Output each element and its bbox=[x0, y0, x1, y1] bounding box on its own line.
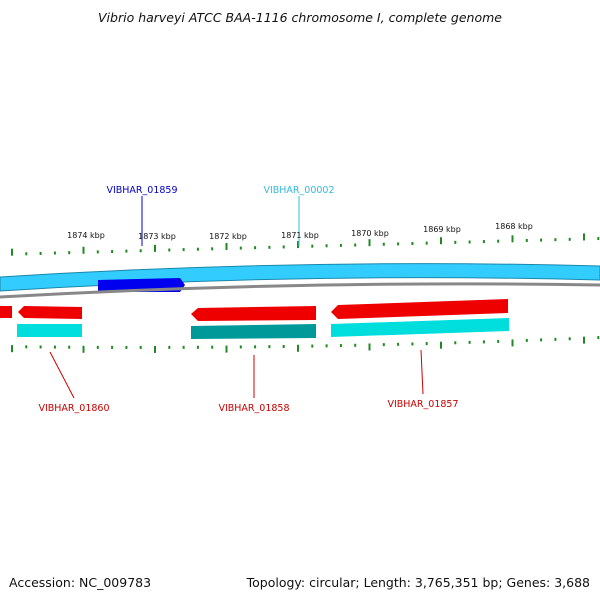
ruler-label: 1872 kbp bbox=[209, 232, 247, 241]
gene-labels: VIBHAR_01859 VIBHAR_00002 VIBHAR_01860 VIBH… bbox=[38, 185, 458, 414]
map-title: Vibrio harveyi ATCC BAA-1116 chromosome … bbox=[98, 10, 502, 25]
gene-feature-vibhar-01860[interactable] bbox=[18, 306, 82, 319]
gene-feature-vibhar-01858[interactable] bbox=[191, 306, 316, 321]
ruler-ticks-top bbox=[11, 233, 600, 256]
ruler-label: 1874 kbp bbox=[67, 231, 105, 240]
gene-label-bottom[interactable]: VIBHAR_01860 bbox=[38, 403, 109, 414]
gene-label-bottom[interactable]: VIBHAR_01857 bbox=[387, 399, 458, 410]
ruler-label: 1871 kbp bbox=[281, 231, 319, 240]
accession-text: Accession: NC_009783 bbox=[9, 575, 152, 590]
ruler-label: 1868 kbp bbox=[495, 222, 533, 231]
ruler-label: 1873 kbp bbox=[138, 232, 176, 241]
gene-label-bottom[interactable]: VIBHAR_01858 bbox=[218, 403, 289, 414]
cds-feature-vibhar-01857[interactable] bbox=[331, 318, 509, 337]
cds-feature-vibhar-01860[interactable] bbox=[17, 324, 82, 337]
label-leader-lines bbox=[49, 196, 424, 399]
ruler-labels: 1874 kbp 1873 kbp 1872 kbp 1871 kbp 1870 kbp… bbox=[67, 222, 533, 241]
gene-label-top[interactable]: VIBHAR_00002 bbox=[263, 185, 334, 196]
leader-line bbox=[49, 351, 75, 399]
leader-line bbox=[420, 349, 424, 395]
genome-backbone bbox=[0, 282, 600, 299]
gene-label-top[interactable]: VIBHAR_01859 bbox=[106, 185, 177, 196]
ruler-ticks-bottom bbox=[11, 336, 600, 353]
ruler-label: 1870 kbp bbox=[351, 229, 389, 238]
gene-feature-vibhar-01857[interactable] bbox=[331, 299, 508, 319]
ruler-label: 1869 kbp bbox=[423, 225, 461, 234]
topology-summary-text: Topology: circular; Length: 3,765,351 bp… bbox=[246, 575, 590, 590]
gene-feature-left-partial[interactable] bbox=[0, 306, 12, 318]
cds-feature-vibhar-01858[interactable] bbox=[191, 324, 316, 339]
